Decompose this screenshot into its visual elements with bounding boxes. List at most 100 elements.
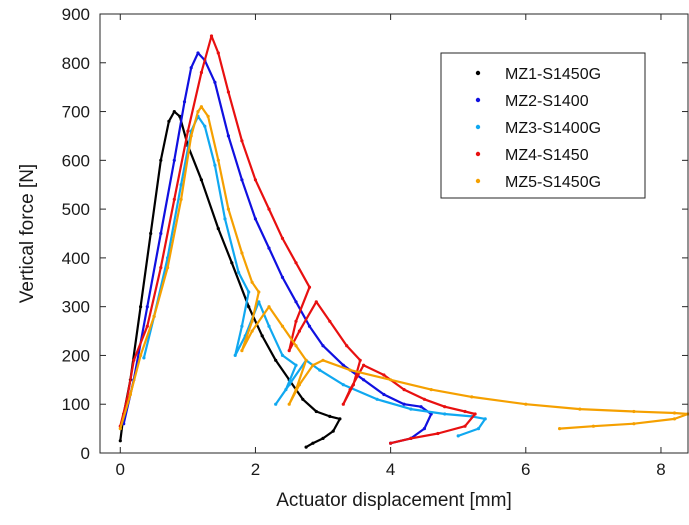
data-point — [389, 378, 393, 382]
data-point — [216, 158, 220, 162]
data-point — [250, 329, 254, 333]
data-point — [328, 414, 332, 418]
data-point — [166, 266, 170, 270]
data-point — [186, 129, 190, 133]
data-point — [338, 417, 342, 421]
data-point — [118, 439, 122, 443]
data-point — [294, 319, 298, 323]
data-point — [672, 411, 677, 415]
plot-layer — [118, 34, 689, 449]
data-point — [470, 395, 474, 399]
data-point — [307, 285, 312, 289]
data-point — [362, 378, 366, 382]
data-point — [287, 349, 291, 353]
data-point — [179, 197, 183, 201]
data-point — [402, 388, 406, 392]
data-point — [199, 70, 203, 75]
data-point — [149, 231, 153, 236]
data-point — [274, 402, 278, 406]
y-tick-label: 800 — [62, 54, 90, 73]
data-point — [389, 441, 393, 445]
data-point — [257, 300, 261, 304]
data-point — [287, 402, 291, 406]
x-tick-label: 2 — [251, 460, 260, 479]
y-tick-label: 700 — [62, 103, 90, 122]
data-point — [240, 178, 244, 182]
data-point — [267, 246, 271, 250]
data-point — [206, 114, 210, 118]
legend-marker — [475, 70, 481, 76]
legend-marker — [475, 124, 481, 130]
data-point — [304, 445, 308, 449]
y-axis-label: Vertical force [N] — [17, 164, 38, 303]
data-point — [297, 329, 301, 333]
data-point — [362, 363, 366, 367]
data-point — [223, 217, 227, 221]
data-point — [348, 368, 352, 372]
data-point — [216, 227, 220, 231]
y-tick-label: 400 — [62, 249, 90, 268]
data-point — [250, 319, 254, 323]
data-point — [257, 290, 261, 294]
data-point — [409, 436, 413, 440]
data-point — [152, 314, 156, 318]
data-point — [240, 324, 244, 328]
data-point — [247, 290, 251, 294]
data-point — [321, 436, 325, 440]
data-point — [213, 80, 217, 84]
data-point — [159, 158, 163, 162]
data-point — [328, 319, 332, 323]
axes-layer: 0 2 4 6 8 0 100 200 300 400 500 600 700 800 900 Actuato… — [17, 5, 689, 511]
data-point — [456, 434, 460, 438]
data-point — [632, 422, 636, 426]
series-4 — [118, 105, 689, 431]
data-point — [213, 163, 217, 167]
y-tick-label: 300 — [62, 298, 90, 317]
data-point — [226, 90, 230, 94]
data-point — [145, 324, 149, 328]
data-point — [314, 409, 318, 414]
series-3 — [118, 34, 477, 445]
data-point — [419, 405, 423, 409]
data-point — [159, 231, 163, 236]
data-point — [578, 407, 582, 411]
data-point — [294, 344, 298, 348]
series-line — [119, 34, 477, 445]
x-tick-label: 8 — [656, 460, 665, 479]
data-point — [287, 383, 291, 387]
data-point — [409, 407, 413, 411]
data-point — [318, 368, 322, 372]
data-point — [463, 409, 467, 414]
data-point — [182, 100, 187, 104]
data-point — [345, 344, 349, 348]
data-point — [591, 424, 596, 428]
data-point — [267, 207, 271, 211]
series-2 — [142, 114, 487, 438]
data-point — [311, 441, 315, 445]
data-point — [341, 402, 345, 406]
y-tick-label: 600 — [62, 151, 90, 170]
data-point — [118, 427, 122, 431]
y-tick-label: 200 — [62, 346, 90, 365]
data-point — [226, 134, 230, 138]
data-point — [331, 429, 335, 433]
data-point — [294, 388, 298, 392]
legend-label: MZ4-S1450 — [505, 147, 589, 164]
data-point — [179, 183, 183, 187]
data-point — [341, 363, 345, 367]
data-point — [348, 388, 352, 392]
data-point — [280, 324, 285, 328]
data-point — [301, 397, 305, 401]
data-point — [128, 392, 132, 397]
x-axis-label: Actuator displacement [mm] — [276, 490, 511, 511]
data-point — [209, 34, 214, 38]
data-point — [321, 358, 325, 362]
legend-label: MZ3-S1400G — [505, 120, 601, 137]
legend-label: MZ1-S1450G — [505, 66, 601, 83]
data-point — [307, 324, 312, 328]
data-point — [267, 324, 271, 328]
data-point — [267, 305, 271, 309]
data-point — [260, 334, 264, 338]
x-tick-label: 0 — [116, 460, 125, 479]
